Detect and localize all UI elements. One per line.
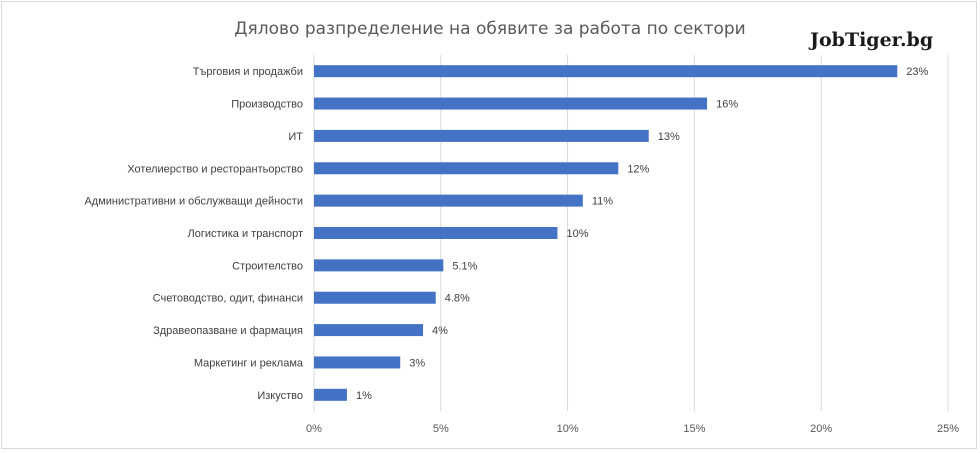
data-label: 10% — [566, 228, 588, 240]
bar — [314, 356, 401, 369]
data-label: 11% — [592, 196, 613, 208]
bar — [314, 97, 708, 110]
x-tick-label: 25% — [937, 423, 959, 435]
category-label: Изкуство — [257, 390, 303, 402]
data-label: 3% — [409, 357, 425, 369]
x-tick-label: 5% — [433, 423, 449, 435]
bar — [314, 291, 436, 304]
data-label: 12% — [627, 163, 649, 175]
x-tick-label: 20% — [810, 423, 832, 435]
x-tick-label: 0% — [306, 423, 322, 435]
category-label: Логистика и транспорт — [188, 228, 303, 240]
bar — [314, 129, 649, 142]
bar — [314, 162, 619, 175]
bar — [314, 227, 558, 239]
x-tick-label: 15% — [683, 423, 705, 435]
data-label: 5.1% — [452, 260, 477, 272]
chart-title: Дялово разпределение на обявите за работ… — [234, 19, 746, 39]
x-tick-label: 10% — [557, 423, 579, 435]
category-label: ИТ — [288, 131, 303, 143]
category-label: Търговия и продажби — [193, 66, 303, 78]
category-label: Хотелиерство и ресторантьорство — [127, 163, 303, 175]
data-label: 4% — [432, 325, 448, 337]
data-label: 13% — [658, 131, 680, 143]
category-label: Производство — [231, 99, 303, 111]
bar — [314, 259, 444, 272]
category-label: Счетоводство, одит, финанси — [153, 293, 303, 305]
bar — [314, 388, 347, 401]
bar — [314, 194, 583, 207]
category-label: Строителство — [232, 260, 303, 272]
data-label: 23% — [906, 66, 928, 78]
category-label: Здравеопазване и фармация — [153, 325, 303, 337]
bar — [314, 324, 424, 337]
category-label: Административни и обслужващи дейности — [84, 196, 303, 208]
bar — [314, 65, 898, 78]
data-label: 1% — [356, 390, 372, 402]
brand-logo: JobTiger.bg — [810, 29, 934, 51]
data-label: 16% — [716, 99, 738, 111]
category-label: Маркетинг и реклама — [194, 357, 304, 369]
data-label: 4.8% — [445, 293, 470, 305]
